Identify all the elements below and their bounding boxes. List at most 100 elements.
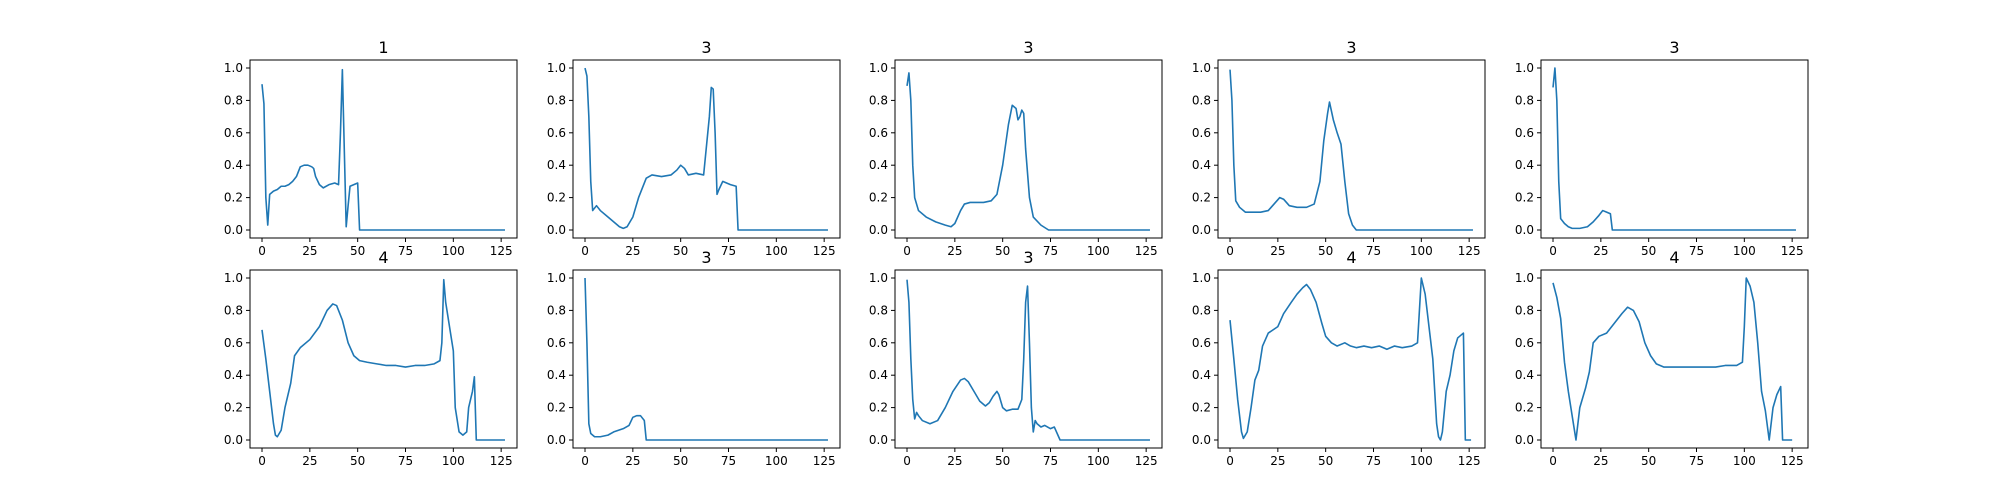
y-tick-label: 0.8 bbox=[869, 303, 888, 317]
plot-frame bbox=[1540, 59, 1809, 239]
y-tick-label: 0.4 bbox=[869, 158, 888, 172]
y-tick-label: 0.0 bbox=[1515, 223, 1534, 237]
x-tick-label: 125 bbox=[1458, 244, 1481, 258]
series-line-1 bbox=[906, 72, 1150, 231]
subplot-title: 3 bbox=[701, 38, 711, 57]
plot-frame bbox=[1540, 269, 1809, 449]
subplot-title: 3 bbox=[1023, 248, 1033, 267]
plot-frame bbox=[249, 269, 518, 449]
y-tick-label: 0.2 bbox=[1515, 191, 1534, 205]
y-tick-label: 0.6 bbox=[1192, 126, 1211, 140]
y-tick-label: 0.2 bbox=[869, 191, 888, 205]
series-line-1 bbox=[1229, 277, 1472, 441]
plot-frame bbox=[1217, 59, 1486, 239]
series-line-1 bbox=[1552, 277, 1793, 441]
y-tick-label: 1.0 bbox=[224, 61, 243, 75]
subplot-4: 3 0 25 50 75 100 125 0.0 0.2 0.4 0.6 0.8 1.0 bbox=[1192, 38, 1486, 258]
y-tick-label: 1.0 bbox=[1192, 271, 1211, 285]
y-tick-label: 0.0 bbox=[869, 223, 888, 237]
x-tick-label: 25 bbox=[302, 454, 317, 468]
x-tick-label: 50 bbox=[1641, 244, 1656, 258]
y-tick-label: 0.8 bbox=[1515, 303, 1534, 317]
y-tick-label: 0.8 bbox=[869, 93, 888, 107]
x-tick-label: 125 bbox=[1458, 454, 1481, 468]
x-tick-label: 75 bbox=[1689, 244, 1704, 258]
y-tick-label: 1.0 bbox=[869, 61, 888, 75]
y-tick-label: 0.8 bbox=[224, 303, 243, 317]
x-tick-label: 75 bbox=[1043, 454, 1058, 468]
x-tick-label: 125 bbox=[490, 244, 513, 258]
y-tick-label: 0.2 bbox=[869, 401, 888, 415]
y-tick-label: 0.2 bbox=[547, 191, 566, 205]
y-tick-label: 0.6 bbox=[224, 336, 243, 350]
y-tick-label: 0.4 bbox=[224, 368, 243, 382]
x-tick-label: 75 bbox=[1043, 244, 1058, 258]
x-tick-label: 125 bbox=[490, 454, 513, 468]
y-tick-label: 0.8 bbox=[1192, 93, 1211, 107]
x-tick-label: 0 bbox=[1226, 454, 1234, 468]
x-tick-label: 50 bbox=[350, 244, 365, 258]
x-tick-label: 0 bbox=[581, 244, 589, 258]
x-tick-label: 50 bbox=[995, 244, 1010, 258]
y-tick-label: 0.2 bbox=[1192, 401, 1211, 415]
x-tick-label: 50 bbox=[1318, 244, 1333, 258]
y-tick-label: 0.6 bbox=[1515, 126, 1534, 140]
x-tick-label: 100 bbox=[1087, 454, 1110, 468]
x-tick-label: 100 bbox=[1733, 454, 1756, 468]
y-tick-label: 0.6 bbox=[1515, 336, 1534, 350]
x-tick-label: 25 bbox=[947, 244, 962, 258]
subplot-8: 3 0 25 50 75 100 125 0.0 0.2 0.4 0.6 0.8 1.0 bbox=[869, 248, 1163, 468]
x-tick-label: 125 bbox=[1781, 454, 1804, 468]
x-tick-label: 0 bbox=[903, 244, 911, 258]
subplot-3: 3 0 25 50 75 100 125 0.0 0.2 0.4 0.6 0.8 1.0 bbox=[869, 38, 1163, 258]
series-line-1 bbox=[906, 279, 1150, 441]
x-tick-label: 25 bbox=[1593, 244, 1608, 258]
series-line-1 bbox=[584, 67, 828, 231]
x-tick-label: 100 bbox=[1410, 454, 1433, 468]
y-tick-label: 0.6 bbox=[869, 126, 888, 140]
x-tick-label: 75 bbox=[1689, 454, 1704, 468]
x-tick-label: 0 bbox=[1549, 244, 1557, 258]
x-tick-label: 50 bbox=[995, 454, 1010, 468]
y-tick-label: 0.0 bbox=[224, 433, 243, 447]
x-tick-label: 75 bbox=[398, 244, 413, 258]
x-tick-label: 125 bbox=[1135, 244, 1158, 258]
x-tick-label: 50 bbox=[1641, 454, 1656, 468]
x-tick-label: 25 bbox=[625, 244, 640, 258]
y-tick-label: 0.2 bbox=[224, 401, 243, 415]
x-tick-label: 0 bbox=[581, 454, 589, 468]
y-tick-label: 0.4 bbox=[547, 158, 566, 172]
x-tick-label: 125 bbox=[1781, 244, 1804, 258]
x-tick-label: 100 bbox=[1733, 244, 1756, 258]
subplot-title: 3 bbox=[701, 248, 711, 267]
x-tick-label: 50 bbox=[350, 454, 365, 468]
x-tick-label: 75 bbox=[1366, 244, 1381, 258]
x-tick-label: 75 bbox=[721, 244, 736, 258]
x-tick-label: 25 bbox=[1593, 454, 1608, 468]
series-line-1 bbox=[1552, 67, 1796, 231]
x-tick-label: 100 bbox=[765, 454, 788, 468]
series-line-1 bbox=[261, 68, 505, 231]
subplot-title: 3 bbox=[1346, 38, 1356, 57]
x-tick-label: 125 bbox=[813, 244, 836, 258]
subplot-title: 3 bbox=[1669, 38, 1679, 57]
x-tick-label: 25 bbox=[302, 244, 317, 258]
y-tick-label: 0.8 bbox=[1192, 303, 1211, 317]
y-tick-label: 0.8 bbox=[547, 303, 566, 317]
x-tick-label: 25 bbox=[1270, 244, 1285, 258]
y-tick-label: 0.0 bbox=[547, 433, 566, 447]
subplot-title: 4 bbox=[1669, 248, 1679, 267]
y-tick-label: 0.0 bbox=[1515, 433, 1534, 447]
y-tick-label: 0.2 bbox=[1515, 401, 1534, 415]
y-tick-label: 0.0 bbox=[1192, 433, 1211, 447]
x-tick-label: 100 bbox=[1410, 244, 1433, 258]
y-tick-label: 0.6 bbox=[869, 336, 888, 350]
subplot-title: 3 bbox=[1023, 38, 1033, 57]
y-tick-label: 0.2 bbox=[547, 401, 566, 415]
x-tick-label: 75 bbox=[721, 454, 736, 468]
plot-frame bbox=[249, 59, 518, 239]
x-tick-label: 0 bbox=[258, 244, 266, 258]
plot-frame bbox=[894, 269, 1163, 449]
x-tick-label: 100 bbox=[442, 454, 465, 468]
